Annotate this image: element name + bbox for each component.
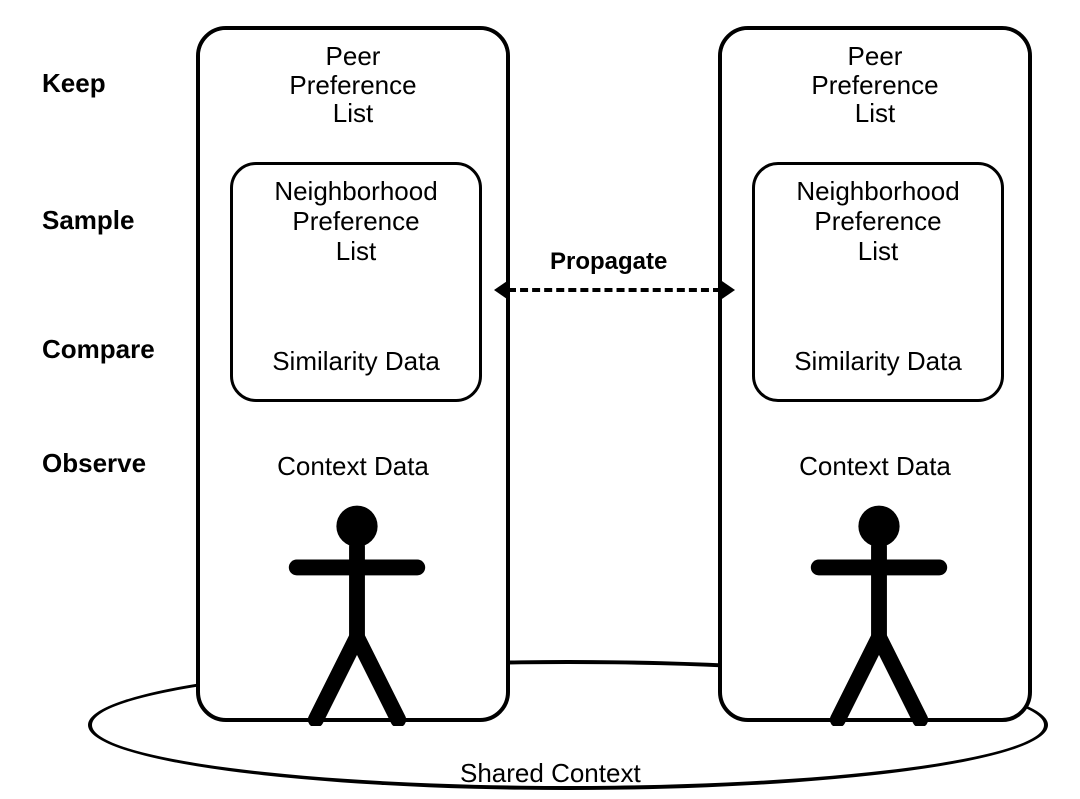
neighborhood-left-l1: Neighborhood (274, 176, 437, 206)
neighborhood-left: Neighborhood Preference List (233, 177, 479, 267)
peer-title-left-l3: List (333, 98, 373, 128)
neighborhood-right-l1: Neighborhood (796, 176, 959, 206)
peer-box-right: Peer Preference List Neighborhood Prefer… (718, 26, 1032, 722)
peer-box-left: Peer Preference List Neighborhood Prefer… (196, 26, 510, 722)
person-icon-right (799, 504, 959, 726)
similarity-right: Similarity Data (755, 347, 1001, 377)
label-compare: Compare (42, 334, 155, 365)
neighborhood-right-l3: List (858, 236, 898, 266)
peer-title-left-l2: Preference (289, 70, 416, 100)
inner-box-right: Neighborhood Preference List Similarity … (752, 162, 1004, 402)
inner-box-left: Neighborhood Preference List Similarity … (230, 162, 482, 402)
context-data-right: Context Data (722, 452, 1028, 482)
similarity-left: Similarity Data (233, 347, 479, 377)
propagate-arrow-right-icon (719, 279, 735, 301)
peer-title-right-l2: Preference (811, 70, 938, 100)
person-icon-left (277, 504, 437, 726)
peer-title-right-l1: Peer (848, 41, 903, 71)
label-propagate: Propagate (550, 248, 667, 276)
propagate-arrow-line (508, 288, 721, 292)
peer-title-left: Peer Preference List (200, 42, 506, 128)
diagram-canvas: Keep Sample Compare Observe Peer Prefere… (0, 0, 1080, 799)
label-sample: Sample (42, 205, 135, 236)
peer-title-right-l3: List (855, 98, 895, 128)
label-observe: Observe (42, 448, 146, 479)
peer-title-right: Peer Preference List (722, 42, 1028, 128)
context-data-left: Context Data (200, 452, 506, 482)
neighborhood-left-l3: List (336, 236, 376, 266)
shared-context-label: Shared Context (460, 758, 641, 789)
neighborhood-right-l2: Preference (814, 206, 941, 236)
propagate-arrow-left-icon (494, 279, 510, 301)
label-keep: Keep (42, 68, 106, 99)
peer-title-left-l1: Peer (326, 41, 381, 71)
neighborhood-right: Neighborhood Preference List (755, 177, 1001, 267)
neighborhood-left-l2: Preference (292, 206, 419, 236)
